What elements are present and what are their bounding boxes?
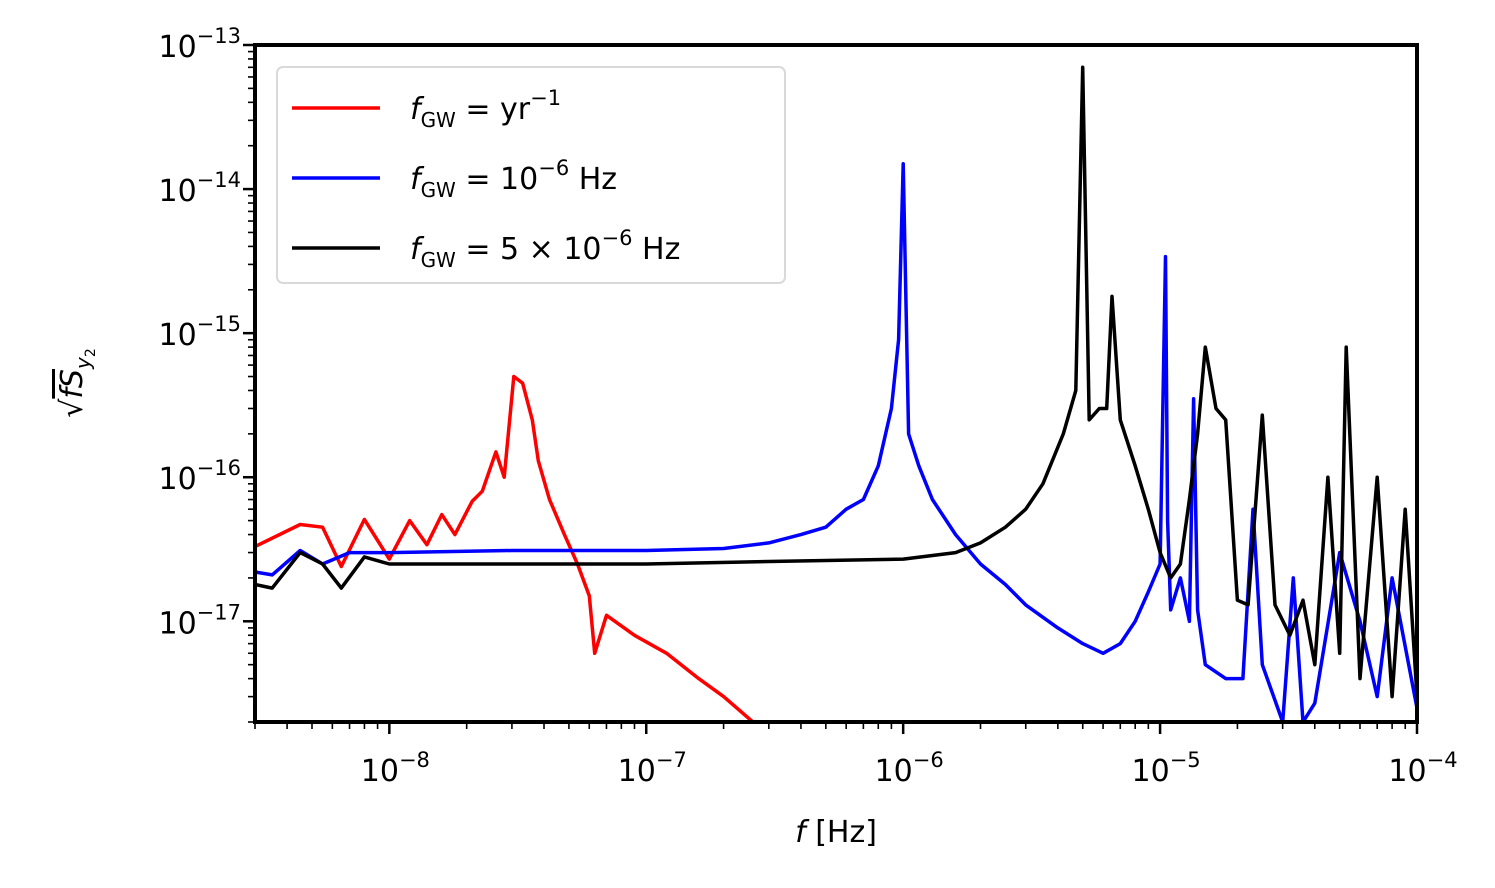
x-tick-label: 10−8 [361, 748, 430, 789]
series-line-0 [255, 374, 755, 722]
x-tick-label: 10−4 [1388, 748, 1457, 789]
legend-label-1: fGW = 10−6 Hz [410, 156, 617, 202]
legend-label-2: fGW = 5 × 10−6 Hz [410, 226, 680, 272]
series-line-2 [255, 65, 1417, 699]
y-tick-label: 10−16 [158, 456, 241, 497]
y-axis-label: √fSy2 [55, 348, 99, 418]
y-label-sqrt: √ [55, 398, 90, 418]
plot-series [255, 65, 1417, 722]
y-tick-label: 10−14 [158, 168, 241, 209]
x-tick-label: 10−5 [1132, 748, 1201, 789]
x-tick-label: 10−6 [875, 748, 944, 789]
y-tick-label: 10−17 [158, 600, 241, 641]
svg-text:√fSy2: √fSy2 [55, 348, 99, 418]
legend-box [276, 66, 786, 284]
plot-frame [253, 43, 1419, 724]
x-axis-label: f [Hz] [795, 815, 877, 850]
y-label-subsub: 2 [83, 348, 99, 357]
x-tick-label: 10−7 [618, 748, 687, 789]
x-label-unit: [Hz] [815, 815, 877, 850]
y-label-var: fS [55, 369, 90, 399]
y-tick-label: 10−13 [158, 24, 241, 65]
series-line-1 [255, 161, 1417, 722]
y-tick-label: 10−15 [158, 312, 241, 353]
y-label-sub: y [71, 356, 95, 370]
axis-tick-labels: 10−8 10−7 10−6 10−5 10−4 10−17 10−16 10−15 10−14… [158, 24, 1457, 789]
